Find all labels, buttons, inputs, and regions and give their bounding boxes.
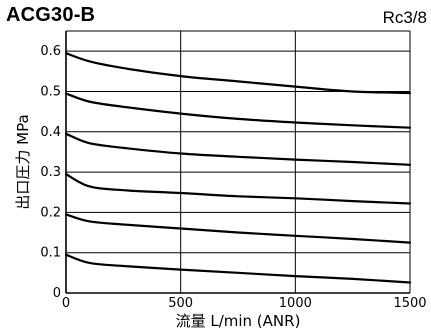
x-axis-title: 流量 L/min (ANR) xyxy=(176,312,301,330)
series-line xyxy=(64,92,412,129)
y-tick-label: 0.2 xyxy=(40,205,61,220)
y-tick-label: 0.5 xyxy=(40,84,61,99)
x-tick-label: 1000 xyxy=(279,296,312,311)
y-tick-label: 0.3 xyxy=(40,165,61,180)
series-line xyxy=(64,213,412,244)
series-line xyxy=(64,52,412,95)
y-tick-label: 0.6 xyxy=(40,44,61,59)
x-tick-label: 0 xyxy=(62,296,70,311)
series-line xyxy=(64,173,412,205)
model-title: ACG30-B xyxy=(6,4,96,26)
y-tick-label: 0.1 xyxy=(40,246,61,261)
series-line xyxy=(64,132,412,166)
series-lines xyxy=(64,52,412,284)
x-tick-label: 500 xyxy=(168,296,193,311)
y-axis-title: 出口圧力 MPa xyxy=(14,114,32,209)
y-tick-label: 0 xyxy=(53,286,61,301)
x-tick-label: 1500 xyxy=(393,296,426,311)
y-tick-label: 0.4 xyxy=(40,125,61,140)
series-line xyxy=(64,253,412,284)
tick-labels: 0 0.1 0.2 0.3 0.4 0.5 0.6 0 500 1000 1500 xyxy=(40,44,426,311)
plot-frame xyxy=(65,30,411,294)
port-size-label: Rc3/8 xyxy=(382,8,427,27)
